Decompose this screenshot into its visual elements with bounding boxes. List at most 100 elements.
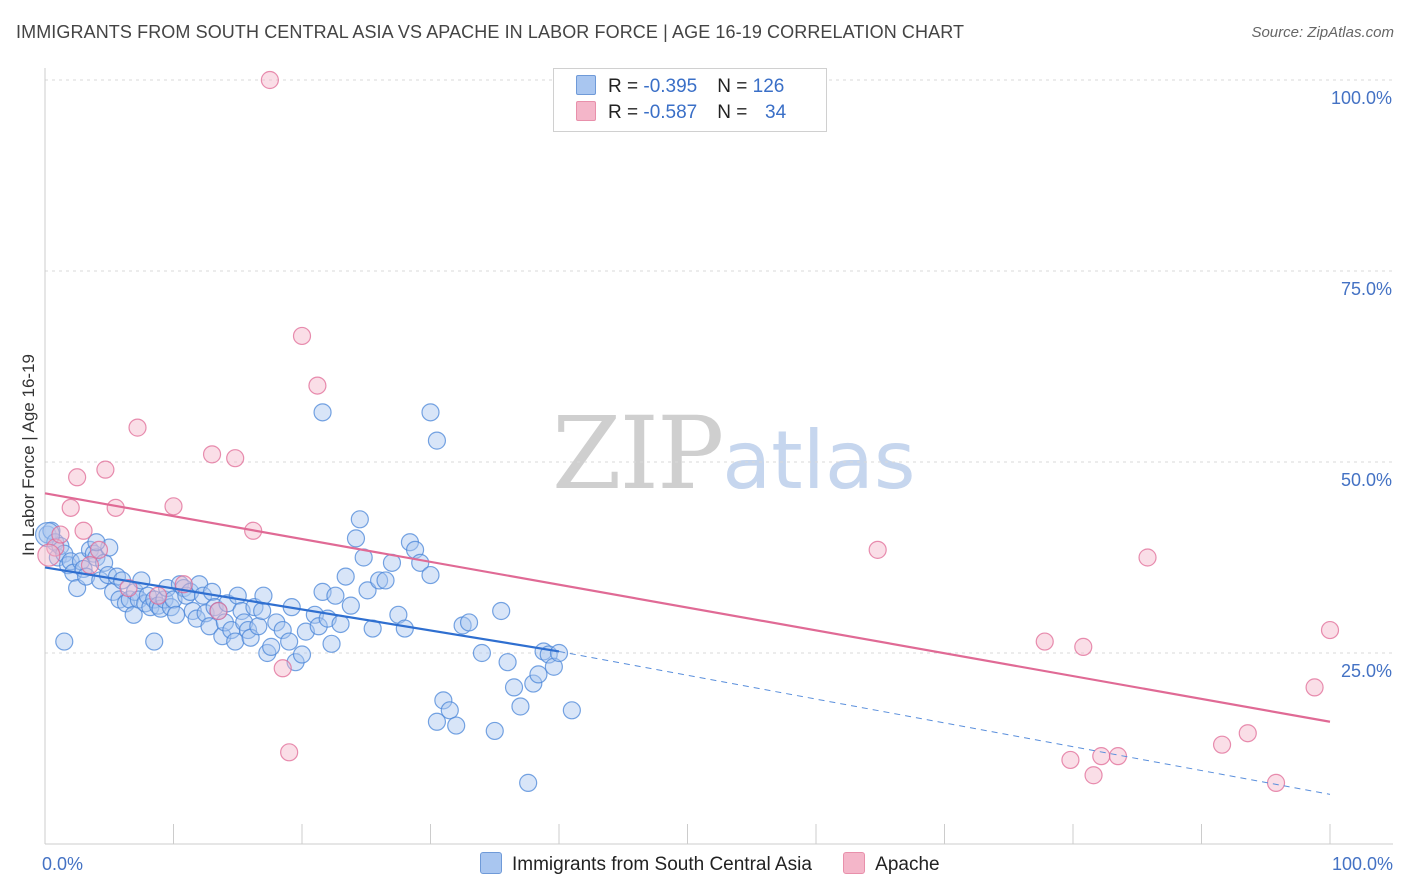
immigrants-point xyxy=(326,586,345,605)
immigrants-point xyxy=(447,716,466,735)
immigrants-point xyxy=(202,582,222,601)
immigrants-point xyxy=(228,586,247,605)
apache-point xyxy=(1084,766,1103,785)
bottom-legend-swatch-apache xyxy=(843,852,866,874)
immigrants-point xyxy=(370,571,389,590)
legend-n-label: N = xyxy=(717,76,753,97)
immigrants-point xyxy=(336,567,355,586)
legend-n-value: 126 xyxy=(752,76,785,97)
apache-point xyxy=(226,449,245,468)
immigrants-point xyxy=(562,701,581,720)
y-axis-title: In Labor Force | Age 16-19 xyxy=(19,354,38,556)
chart-title: IMMIGRANTS FROM SOUTH CENTRAL ASIA VS AP… xyxy=(16,22,965,42)
legend-r-label: R = xyxy=(608,102,644,123)
immigrants-point xyxy=(226,632,245,651)
bottom-legend-swatch-immigrants xyxy=(480,852,502,874)
apache-point xyxy=(1266,773,1286,792)
apache-point xyxy=(1092,747,1111,766)
apache-point xyxy=(202,445,222,464)
watermark-zip: ZIP xyxy=(552,395,724,512)
immigrants-point xyxy=(262,637,281,656)
immigrants-point xyxy=(376,571,395,590)
apache-point xyxy=(37,543,61,567)
immigrants-point xyxy=(459,613,479,632)
legend-row-immigrants: R = -0.395 N = 126 xyxy=(576,75,784,101)
legend-row-apache: R = -0.587 N = 34 xyxy=(576,101,799,127)
legend-n-label: N = xyxy=(717,102,753,123)
apache-point xyxy=(51,525,70,544)
bottom-legend-apache: Apache xyxy=(843,852,940,876)
immigrants-point xyxy=(529,665,548,684)
immigrants-point xyxy=(341,596,360,615)
immigrants-point xyxy=(427,712,447,731)
apache-point xyxy=(273,659,292,678)
immigrants-point xyxy=(421,565,440,585)
x-tick-label-end: 100.0% xyxy=(1332,854,1393,874)
apache-point xyxy=(868,540,887,559)
immigrants-point xyxy=(350,510,369,529)
immigrants-point xyxy=(322,634,341,653)
immigrants-point xyxy=(249,617,268,636)
y-tick-label: 100.0% xyxy=(1331,88,1392,108)
immigrants-point xyxy=(524,674,543,693)
immigrants-point xyxy=(346,529,366,548)
legend-r-value: -0.395 xyxy=(643,76,698,97)
immigrants-point xyxy=(273,620,292,640)
watermark-atlas: atlas xyxy=(722,414,916,507)
immigrants-point xyxy=(313,403,332,422)
immigrants-point xyxy=(395,619,414,638)
immigrants-point xyxy=(292,645,312,664)
apache-point xyxy=(1138,548,1157,567)
axes xyxy=(44,68,1393,845)
trend-lines xyxy=(44,492,1331,795)
immigrants-point xyxy=(267,613,286,632)
immigrants-point xyxy=(421,403,440,422)
y-tick-label: 25.0% xyxy=(1341,661,1392,681)
immigrants-point xyxy=(215,613,234,632)
immigrants-point xyxy=(145,632,164,651)
immigrants-point xyxy=(440,701,459,720)
immigrants-point xyxy=(358,581,377,600)
immigrants-point xyxy=(511,697,530,716)
apache-point xyxy=(292,326,312,346)
immigrants-point xyxy=(166,605,186,624)
apache-point xyxy=(96,460,115,479)
source-label: Source: ZipAtlas.com xyxy=(1251,24,1394,41)
apache-point xyxy=(119,578,138,598)
immigrants-point xyxy=(200,617,219,636)
legend-swatch-immigrants xyxy=(576,75,596,95)
immigrants-point xyxy=(280,632,299,651)
grid-lines xyxy=(45,79,1393,654)
immigrants-point xyxy=(434,691,453,710)
bottom-legend: Immigrants from South Central Asia Apach… xyxy=(480,852,966,876)
apache-point xyxy=(280,743,299,762)
immigrants-point xyxy=(331,614,350,634)
immigrants-point xyxy=(549,643,569,663)
apache-point xyxy=(74,521,93,540)
legend-r-value: -0.587 xyxy=(643,102,698,123)
apache-point xyxy=(1305,678,1324,697)
bottom-legend-immigrants: Immigrants from South Central Asia xyxy=(480,852,812,876)
apache-point xyxy=(209,601,228,621)
series-apache-points xyxy=(37,70,1340,792)
apache-point xyxy=(164,497,183,516)
apache-point xyxy=(1061,750,1080,770)
apache-point xyxy=(260,70,279,90)
apache-point xyxy=(148,586,168,605)
apache-point xyxy=(68,468,87,487)
bottom-legend-label: Immigrants from South Central Asia xyxy=(512,854,812,875)
legend: R = -0.395 N = 126 R = -0.587 N = 34 xyxy=(553,68,827,132)
x-tick-label-start: 0.0% xyxy=(42,854,83,874)
bottom-legend-label: Apache xyxy=(875,854,940,875)
legend-r-label: R = xyxy=(608,76,644,97)
apache-point xyxy=(128,418,147,437)
immigrants-point xyxy=(253,601,272,621)
apache-point xyxy=(1320,620,1340,640)
series-immigrants-points xyxy=(34,403,581,792)
legend-n-value: 34 xyxy=(765,102,787,123)
y-tick-label: 75.0% xyxy=(1341,279,1392,299)
apache-trend-line xyxy=(44,492,1331,723)
immigrants-trend-line xyxy=(44,566,560,653)
tick-labels: 25.0% 50.0% 75.0% 100.0% 0.0% 100.0% xyxy=(42,88,1393,874)
